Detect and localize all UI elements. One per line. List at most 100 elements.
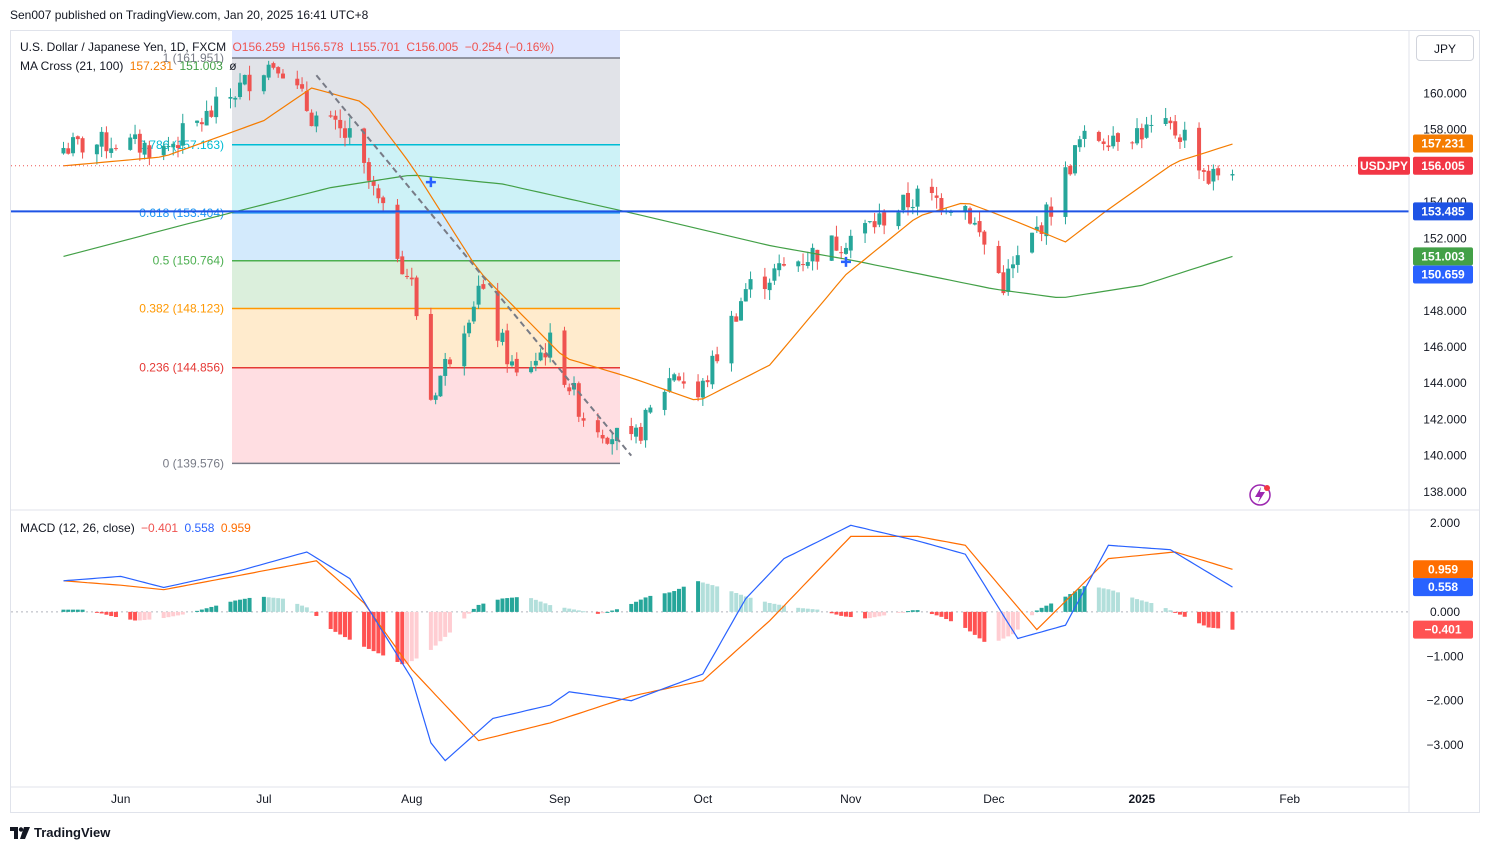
candle — [300, 77, 305, 92]
candle-body — [1010, 264, 1015, 269]
candle-body — [1177, 137, 1182, 142]
macd-histogram-bar — [381, 611, 386, 656]
candle — [147, 140, 152, 166]
candle-body — [676, 376, 681, 381]
macd-tick-label: −3.000 — [1426, 738, 1463, 752]
candle — [576, 381, 581, 423]
macd-histogram-bar — [1163, 608, 1168, 612]
currency-button[interactable]: JPY — [1416, 35, 1474, 61]
macd-histogram-bar — [906, 611, 911, 613]
candle — [676, 372, 681, 382]
candle-body — [514, 358, 519, 373]
candle-body — [1082, 130, 1087, 139]
time-tick-label: Feb — [1279, 792, 1300, 806]
cross-marker-icon — [840, 256, 851, 267]
macd-histogram-bar — [1173, 611, 1178, 613]
candle — [734, 313, 739, 322]
candle — [1201, 168, 1206, 182]
candle-body — [395, 204, 400, 259]
time-tick-label: Jul — [256, 792, 271, 806]
candle — [1149, 114, 1154, 133]
candle-body — [476, 285, 481, 305]
macd-histogram-bar — [614, 609, 619, 612]
candle — [872, 212, 877, 234]
macd-hist-value: −0.401 — [141, 521, 179, 535]
candle-body — [443, 358, 448, 376]
candle-body — [1044, 204, 1049, 237]
candlesticks[interactable] — [61, 60, 1235, 455]
candle-body — [1130, 142, 1135, 144]
macd-histogram-bar — [309, 611, 314, 613]
candle — [672, 372, 677, 383]
price-tick-label: 152.000 — [1423, 231, 1467, 245]
candle-body — [509, 361, 514, 366]
candle — [1211, 164, 1216, 191]
macd-histogram-bar — [400, 611, 405, 665]
macd-histogram-bar — [696, 581, 701, 612]
candle-body — [715, 354, 720, 362]
macd-histogram-bar — [495, 599, 500, 612]
candle — [533, 352, 538, 372]
candle — [342, 120, 347, 147]
candle — [61, 141, 66, 155]
footer-brand[interactable]: TradingView — [10, 825, 110, 840]
symbol-legend[interactable]: U.S. Dollar / Japanese Yen, 1D, FXCM O15… — [20, 40, 557, 54]
candle-body — [1168, 120, 1173, 124]
candle-body — [409, 277, 414, 280]
candle-body — [314, 115, 319, 127]
macd-tag: 0.558 — [1428, 580, 1458, 594]
macd-histogram-bar — [562, 607, 567, 612]
candle — [462, 325, 467, 376]
candle-body — [662, 391, 667, 410]
candle-body — [595, 420, 600, 433]
candle — [543, 343, 548, 366]
candle-body — [796, 261, 801, 267]
candle — [304, 81, 309, 112]
lightning-dot — [1264, 485, 1270, 491]
candle-body — [762, 276, 767, 290]
candle — [581, 412, 586, 427]
candle-body — [214, 96, 219, 118]
macd-pane[interactable] — [11, 524, 1409, 762]
time-axis[interactable]: Jun Jul Aug Sep Oct Nov Dec 2025 Feb — [11, 786, 1409, 806]
macd-histogram-bar — [796, 607, 801, 612]
candle-body — [767, 282, 772, 291]
macd-histogram-bar — [676, 588, 681, 612]
macd-histogram-bar — [333, 611, 338, 632]
fibonacci-retracement[interactable]: 1 (161.951)0.786 (157.163)0.618 (153.404… — [139, 30, 620, 470]
macd-histogram-bar — [104, 611, 109, 615]
macd-histogram-bar — [505, 598, 510, 612]
macd-histogram-bar — [261, 596, 266, 612]
candle — [209, 105, 214, 118]
time-tick-label: 2025 — [1128, 792, 1155, 806]
candle — [982, 229, 987, 255]
candle-body — [748, 279, 753, 290]
candle — [481, 279, 486, 290]
macd-histogram-bar — [767, 602, 772, 612]
macd-histogram-bar — [944, 611, 949, 620]
ma-slow-line — [63, 174, 1233, 299]
macd-histogram-bar — [915, 610, 920, 612]
macd-histogram-bar — [209, 606, 214, 612]
fib-level-label: 0.236 (144.856) — [139, 361, 224, 375]
macd-histogram-bar — [1034, 610, 1039, 612]
candle-body — [863, 223, 868, 234]
candle — [438, 375, 443, 397]
fib-level-label: 0.618 (153.404) — [139, 206, 224, 220]
macd-histogram-bar — [447, 611, 452, 633]
candle — [1216, 165, 1221, 181]
candle-body — [672, 374, 677, 381]
candle — [295, 70, 300, 90]
macd-histogram-bar — [1096, 587, 1101, 612]
macd-histogram-bar — [467, 611, 472, 614]
ma-slow-tag: 151.003 — [1421, 249, 1465, 263]
candle-body — [610, 439, 615, 445]
candle — [667, 367, 672, 393]
macd-histogram-bar — [362, 611, 367, 647]
price-tick-label: 158.000 — [1423, 123, 1467, 137]
price-tick-label: 144.000 — [1423, 376, 1467, 390]
ma-legend[interactable]: MA Cross (21, 100) 157.231 151.003 ø — [20, 59, 240, 73]
macd-legend[interactable]: MACD (12, 26, close) −0.401 0.558 0.959 — [20, 521, 254, 535]
macd-histogram-bar — [147, 611, 152, 620]
